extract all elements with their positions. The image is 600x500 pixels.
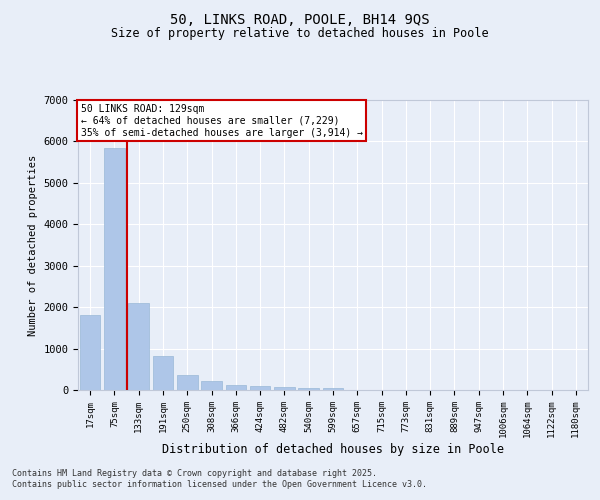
- Bar: [104, 148, 125, 390]
- Text: 50, LINKS ROAD, POOLE, BH14 9QS: 50, LINKS ROAD, POOLE, BH14 9QS: [170, 12, 430, 26]
- Bar: [274, 386, 295, 390]
- Text: Contains HM Land Registry data © Crown copyright and database right 2025.: Contains HM Land Registry data © Crown c…: [12, 468, 377, 477]
- Bar: [298, 388, 319, 390]
- Bar: [226, 385, 246, 390]
- Bar: [80, 316, 100, 390]
- Bar: [201, 382, 222, 390]
- Text: Size of property relative to detached houses in Poole: Size of property relative to detached ho…: [111, 28, 489, 40]
- Bar: [177, 374, 197, 390]
- Text: Contains public sector information licensed under the Open Government Licence v3: Contains public sector information licen…: [12, 480, 427, 489]
- X-axis label: Distribution of detached houses by size in Poole: Distribution of detached houses by size …: [162, 443, 504, 456]
- Text: 50 LINKS ROAD: 129sqm
← 64% of detached houses are smaller (7,229)
35% of semi-d: 50 LINKS ROAD: 129sqm ← 64% of detached …: [80, 104, 362, 138]
- Bar: [323, 388, 343, 390]
- Y-axis label: Number of detached properties: Number of detached properties: [28, 154, 38, 336]
- Bar: [152, 356, 173, 390]
- Bar: [128, 303, 149, 390]
- Bar: [250, 386, 271, 390]
